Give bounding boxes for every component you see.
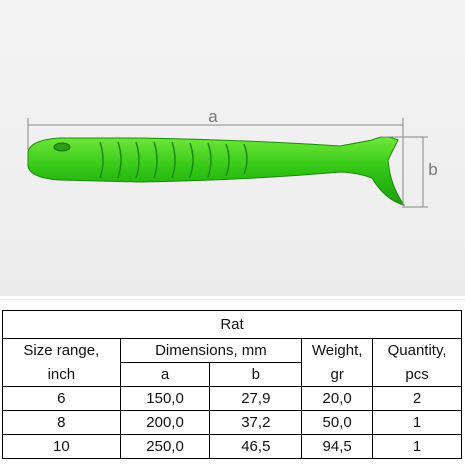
table-cell: 37,2 (209, 410, 303, 435)
table-cell: 10 (2, 434, 121, 459)
product-image: a b (0, 0, 465, 300)
table-row: 10 250,0 46,5 94,5 1 (2, 434, 462, 459)
table-cell: 1 (372, 410, 462, 435)
lure-eye (53, 142, 71, 152)
table-row: 8 200,0 37,2 50,0 1 (2, 410, 462, 435)
header-cell: Dimensions, mm (119, 338, 303, 363)
table-cell: 50,0 (301, 410, 374, 435)
lure (27, 136, 406, 206)
header-cell: b (209, 362, 303, 387)
table-cell: 20,0 (301, 386, 374, 411)
table-cell: 200,0 (119, 410, 211, 435)
table-row: 6 150,0 27,9 20,0 2 (2, 386, 462, 411)
table-cell: 150,0 (119, 386, 211, 411)
table-cell: 46,5 (209, 434, 303, 459)
table-cell: 94,5 (301, 434, 374, 459)
table-cell: 8 (2, 410, 121, 435)
header-cell: Quantity, (372, 338, 462, 363)
header-cell: a (119, 362, 211, 387)
lure-segments (99, 141, 248, 179)
table-cell: 6 (2, 386, 121, 411)
dimension-label: a (208, 107, 218, 126)
table-cell: 250,0 (119, 434, 211, 459)
table-cell: 27,9 (209, 386, 303, 411)
header-cell: pcs (372, 362, 462, 387)
spec-table: Rat Size range, Dimensions, mm Weight, Q… (2, 310, 462, 459)
dimension-label: b (428, 160, 437, 179)
header-cell: Size range, (2, 338, 121, 363)
header-cell: gr (301, 362, 374, 387)
table-cell: 1 (372, 434, 462, 459)
dimension-lines (27, 118, 428, 208)
table-cell: 2 (372, 386, 462, 411)
table-title: Rat (2, 310, 462, 339)
header-cell: Weight, (301, 338, 374, 363)
header-cell: inch (2, 362, 121, 387)
